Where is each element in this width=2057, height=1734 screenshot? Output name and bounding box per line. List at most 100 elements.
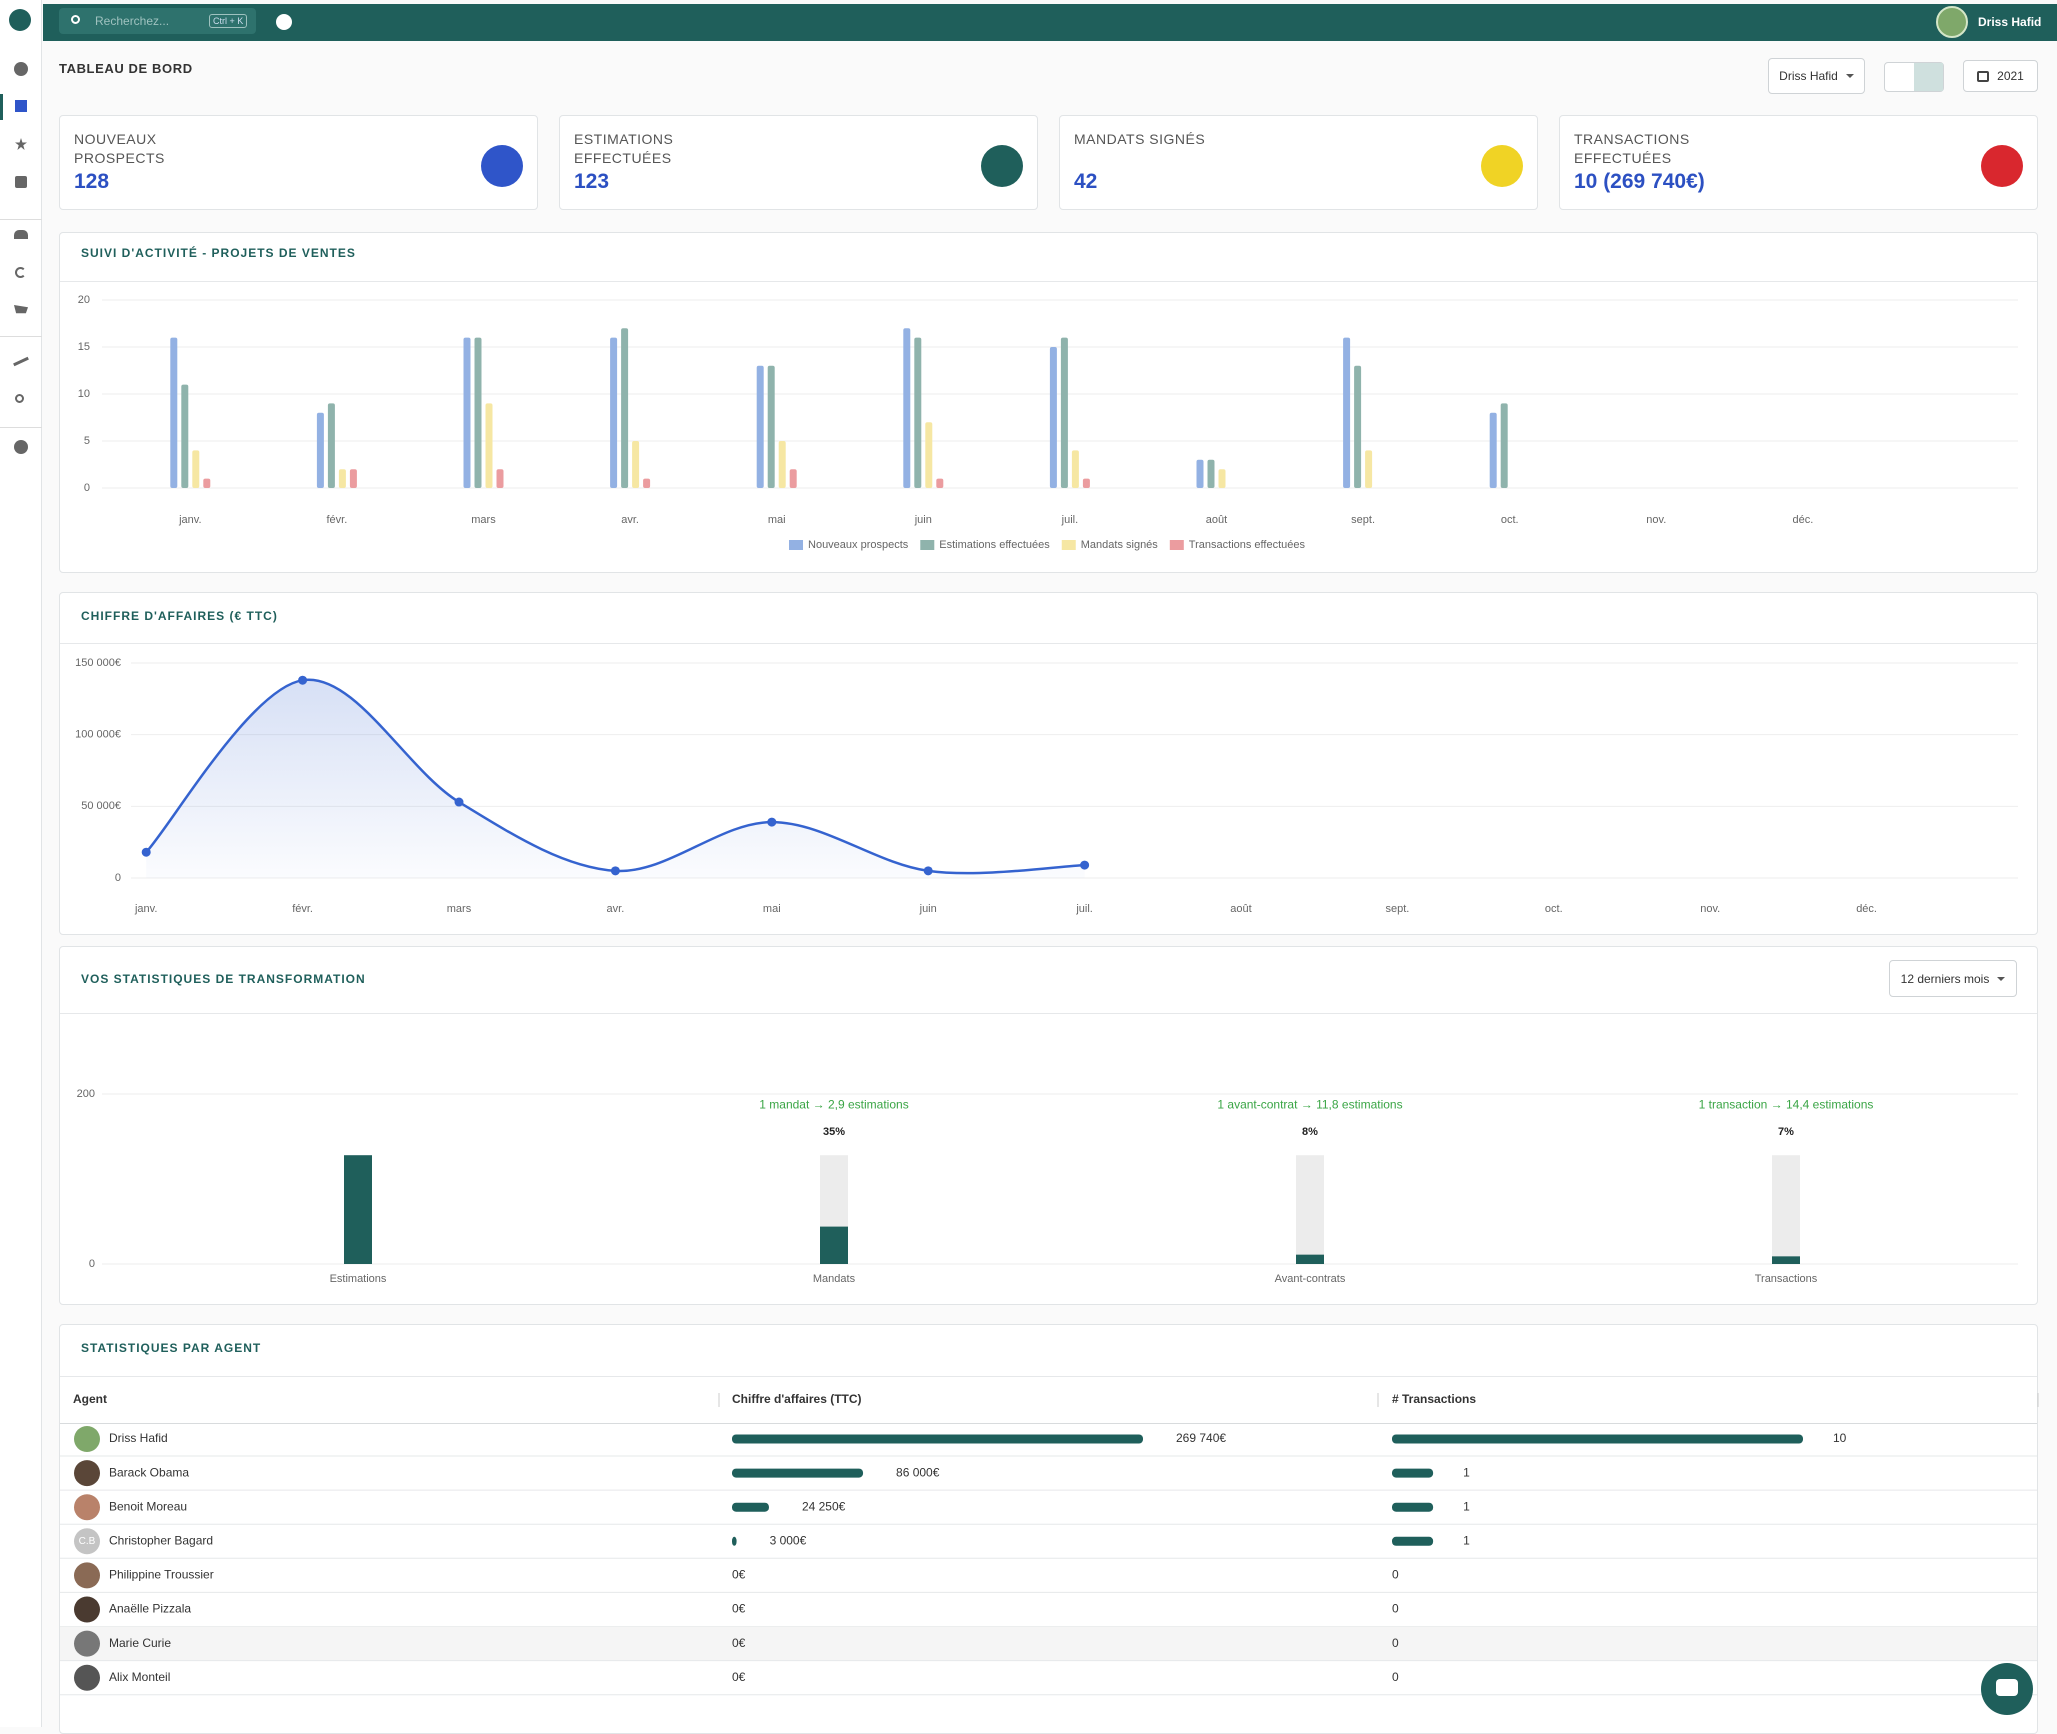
kpi-label: NOUVEAUX PROSPECTS bbox=[74, 131, 165, 166]
transactions-bar bbox=[1392, 1468, 1434, 1478]
year-label: 2021 bbox=[1997, 69, 2024, 83]
point bbox=[767, 817, 777, 827]
bar bbox=[1207, 459, 1215, 488]
bar bbox=[474, 337, 482, 488]
legend-swatch bbox=[789, 540, 804, 550]
year-filter[interactable]: 2021 bbox=[1963, 60, 2038, 92]
bar bbox=[192, 450, 200, 488]
bar bbox=[1049, 347, 1057, 488]
x-tick-label: août bbox=[1230, 903, 1251, 915]
user-name[interactable]: Driss Hafid bbox=[1978, 15, 2042, 29]
point bbox=[141, 847, 151, 857]
bar bbox=[936, 478, 944, 488]
transactions-label: 0 bbox=[1392, 1568, 1399, 1582]
kpi-label: ESTIMATIONS EFFECTUÉES bbox=[574, 131, 674, 166]
column-header: # Transactions bbox=[1392, 1392, 1476, 1406]
agent-filter[interactable]: Driss Hafid bbox=[1768, 58, 1865, 94]
y-tick-label: 200 bbox=[77, 1088, 95, 1100]
search-box[interactable]: Recherchez... Ctrl + K bbox=[59, 8, 256, 34]
agent-avatar bbox=[74, 1494, 100, 1521]
kpi-icon bbox=[481, 145, 523, 187]
card-divider bbox=[60, 1013, 2037, 1014]
x-tick-label: mai bbox=[768, 514, 786, 526]
kpi-icon bbox=[1981, 145, 2023, 187]
x-tick-label: juil. bbox=[1075, 903, 1093, 915]
period-filter[interactable]: 12 derniers mois bbox=[1889, 960, 2017, 997]
table-header-divider bbox=[60, 1423, 2037, 1424]
chat-button[interactable] bbox=[1981, 1663, 2033, 1715]
revenue-label: 0€ bbox=[732, 1670, 746, 1684]
bar bbox=[1082, 478, 1090, 488]
nav-search[interactable] bbox=[15, 394, 24, 403]
x-tick-label: Transactions bbox=[1755, 1273, 1818, 1285]
y-tick-label: 20 bbox=[78, 294, 90, 306]
chart-title: CHIFFRE D'AFFAIRES (€ TTC) bbox=[81, 609, 278, 623]
agent-avatar bbox=[74, 1630, 100, 1657]
x-tick-label: févr. bbox=[292, 903, 313, 915]
y-tick-label: 15 bbox=[78, 341, 90, 353]
nav-divider bbox=[0, 336, 42, 337]
bar bbox=[1500, 403, 1508, 488]
nav-cart[interactable] bbox=[14, 305, 28, 314]
revenue-label: 86 000€ bbox=[896, 1465, 940, 1479]
logo[interactable] bbox=[9, 9, 31, 31]
transactions-bar bbox=[1392, 1502, 1434, 1512]
bar bbox=[1196, 459, 1204, 488]
conversion-card bbox=[59, 946, 2038, 1305]
transactions-label: 0 bbox=[1392, 1670, 1399, 1684]
bar bbox=[925, 422, 933, 488]
agent-name: Marie Curie bbox=[109, 1636, 171, 1650]
point bbox=[298, 675, 308, 685]
y-tick-label: 0 bbox=[84, 482, 90, 494]
y-tick-label: 0 bbox=[115, 872, 121, 884]
x-tick-label: Avant-contrats bbox=[1275, 1273, 1346, 1285]
add-button[interactable] bbox=[276, 14, 292, 30]
agent-filter-label: Driss Hafid bbox=[1779, 69, 1838, 83]
bar bbox=[1218, 469, 1226, 488]
bar bbox=[463, 337, 471, 488]
bar bbox=[1296, 1254, 1324, 1264]
chat-icon bbox=[1996, 1679, 2018, 1696]
user-avatar[interactable] bbox=[1936, 6, 1968, 38]
transactions-label: 1 bbox=[1463, 1499, 1470, 1513]
kpi-value: 42 bbox=[1074, 170, 1098, 193]
kpi-card: MANDATS SIGNÉS 42 bbox=[1059, 115, 1538, 210]
nav-tasks[interactable] bbox=[15, 176, 27, 188]
point bbox=[923, 866, 933, 876]
revenue-label: 0€ bbox=[732, 1602, 746, 1616]
nav-contacts[interactable] bbox=[14, 230, 28, 239]
bar bbox=[1060, 337, 1068, 488]
bar bbox=[170, 337, 178, 488]
search-placeholder: Recherchez... bbox=[95, 14, 170, 28]
bar bbox=[203, 478, 211, 488]
nav-add[interactable] bbox=[14, 62, 28, 76]
nav-dashboard[interactable] bbox=[15, 100, 27, 112]
personal-view[interactable] bbox=[1914, 63, 1943, 91]
legend-label: Estimations effectuées bbox=[939, 539, 1050, 551]
bar bbox=[496, 469, 504, 488]
transactions-label: 0 bbox=[1392, 1602, 1399, 1616]
bar bbox=[643, 478, 651, 488]
dropdown-caret bbox=[1845, 74, 1854, 82]
dropdown-caret bbox=[1997, 976, 2006, 985]
table-title: STATISTIQUES PAR AGENT bbox=[81, 1341, 261, 1355]
page-title: TABLEAU DE BORD bbox=[59, 61, 193, 76]
ratio-label: 1 transaction → 14,4 estimations bbox=[1699, 1097, 1874, 1111]
nav-finance[interactable] bbox=[15, 267, 26, 278]
revenue-label: 3 000€ bbox=[770, 1533, 807, 1547]
nav-divider bbox=[0, 219, 42, 220]
x-tick-label: avr. bbox=[607, 903, 625, 915]
agent-name: Alix Monteil bbox=[109, 1670, 170, 1684]
nav-help[interactable] bbox=[14, 440, 28, 454]
kpi-value: 10 (269 740€) bbox=[1574, 170, 1705, 193]
rate-label: 7% bbox=[1778, 1126, 1794, 1138]
x-tick-label: oct. bbox=[1501, 514, 1519, 526]
bar bbox=[344, 1155, 372, 1264]
bar bbox=[1354, 365, 1362, 488]
chart-title: SUIVI D'ACTIVITÉ - PROJETS DE VENTES bbox=[81, 245, 356, 260]
card-divider bbox=[60, 281, 2037, 282]
kpi-card: NOUVEAUX PROSPECTS 128 bbox=[59, 115, 538, 210]
legend-label: Mandats signés bbox=[1081, 539, 1159, 551]
bar bbox=[756, 365, 764, 488]
